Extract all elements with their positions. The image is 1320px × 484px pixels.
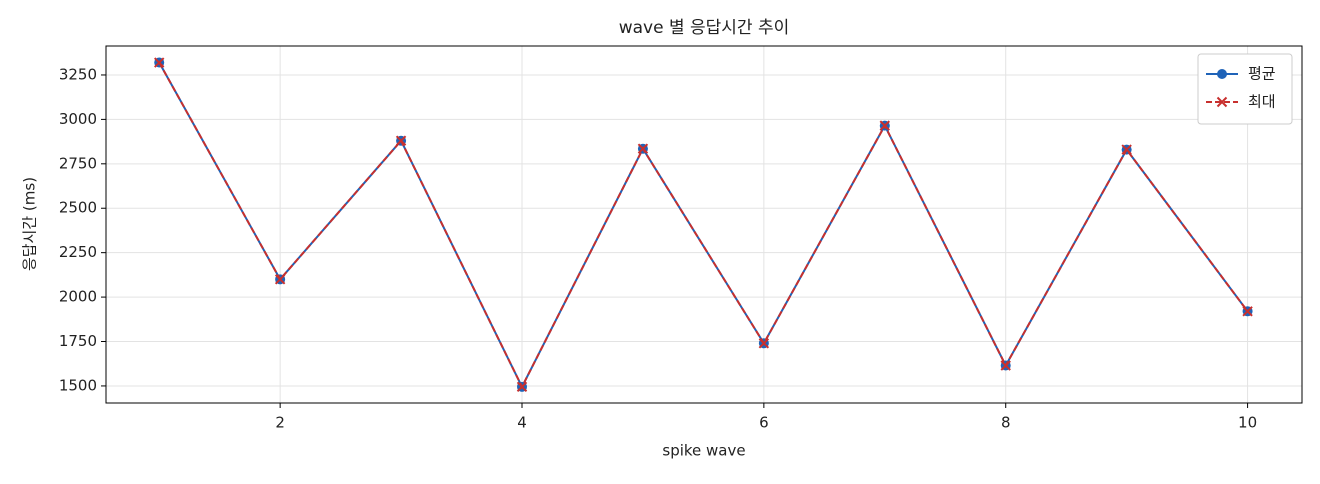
marker	[516, 381, 528, 393]
marker	[1121, 144, 1132, 155]
legend-label: 평균	[1248, 65, 1276, 83]
x-tick-label: 2	[275, 414, 285, 432]
marker	[154, 57, 165, 68]
x-axis-label: spike wave	[662, 442, 745, 460]
legend-box	[1197, 53, 1293, 125]
marker	[758, 338, 770, 349]
y-tick-label: 2000	[59, 288, 97, 306]
legend-label: 최대	[1248, 93, 1276, 111]
y-tick-label: 1750	[59, 332, 97, 350]
y-axis-label: 응답시간 (ms)	[21, 177, 39, 271]
y-tick-label: 1500	[59, 376, 97, 394]
marker	[1000, 360, 1011, 371]
marker	[879, 120, 890, 131]
y-tick-label: 3000	[59, 110, 97, 128]
y-tick-label: 2750	[59, 154, 97, 172]
chart-title: wave 별 응답시간 추이	[619, 18, 790, 38]
marker	[1242, 306, 1253, 317]
series-line	[158, 62, 1249, 390]
plot-frame	[105, 45, 1303, 404]
y-tick-label: 3250	[59, 65, 97, 83]
marker	[395, 135, 407, 146]
x-tick-label: 4	[517, 414, 527, 432]
marker	[1217, 69, 1227, 79]
y-tick-label: 2250	[59, 243, 97, 261]
y-tick-label: 2500	[59, 199, 97, 217]
x-tick-label: 10	[1238, 414, 1257, 432]
marker	[274, 274, 286, 285]
x-tick-label: 8	[1001, 414, 1011, 432]
series-line	[158, 62, 1249, 390]
marker	[637, 143, 649, 154]
marker	[1216, 96, 1228, 108]
x-tick-label: 6	[759, 414, 769, 432]
